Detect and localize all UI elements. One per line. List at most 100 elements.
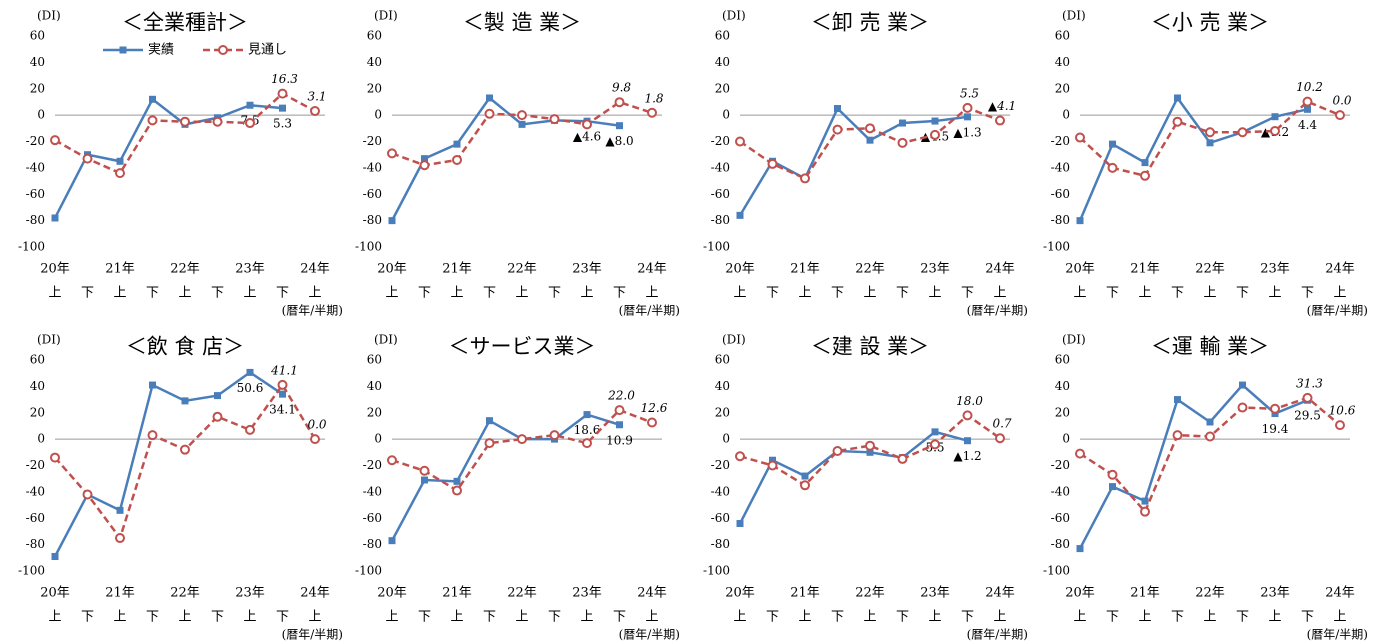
marker (995, 433, 1005, 444)
marker (147, 430, 158, 441)
y-tick-label: -60 (1051, 187, 1070, 201)
x-tick-label: 上 (1203, 286, 1216, 301)
marker (962, 102, 973, 113)
marker (518, 120, 526, 128)
series-line (739, 413, 1001, 487)
x-tick-label: 下 (613, 286, 626, 301)
marker (1206, 139, 1214, 147)
series-line (738, 430, 968, 525)
marker (453, 477, 461, 485)
x-tick-label: 上 (1203, 610, 1216, 625)
marker (866, 136, 874, 144)
y-tick-label: 60 (367, 29, 382, 43)
y-tick-label: -100 (703, 240, 730, 254)
x-year-label: 20年 (725, 262, 755, 277)
x-year-label: 23年 (235, 586, 265, 601)
x-tick-label: 下 (1171, 610, 1184, 625)
marker (549, 430, 560, 441)
x-tick-label: 上 (863, 610, 876, 625)
x-year-label: 24年 (1325, 262, 1355, 277)
series-line (53, 97, 283, 219)
data-label: 0.7 (992, 417, 1011, 431)
x-tick-label: 上 (385, 610, 398, 625)
x-year-label: 20年 (377, 262, 407, 277)
marker (930, 439, 940, 450)
marker (1107, 162, 1118, 173)
x-tick-label: 下 (766, 286, 779, 301)
marker (453, 140, 461, 148)
x-tick-label: 下 (1106, 286, 1119, 301)
y-tick-label: 20 (1055, 405, 1070, 419)
y-tick-label: -20 (363, 458, 382, 472)
x-tick-label: 上 (645, 610, 658, 625)
marker (181, 397, 189, 405)
marker (149, 381, 156, 389)
marker (582, 119, 592, 130)
data-label: ▲8.0 (605, 134, 633, 148)
y-axis-label: (DI) (722, 9, 746, 23)
marker (388, 537, 396, 545)
y-tick-label: 20 (30, 81, 45, 95)
marker (1270, 125, 1280, 136)
x-tick-label: 上 (580, 286, 593, 301)
marker (1140, 170, 1150, 181)
data-label: 31.3 (1296, 376, 1323, 390)
y-tick-label: 40 (1055, 379, 1070, 393)
data-label: 34.1 (269, 403, 296, 417)
x-tick-label: 上 (1138, 286, 1151, 301)
x-tick-label: 上 (1333, 610, 1346, 625)
y-tick-label: -80 (1051, 213, 1070, 227)
marker (767, 460, 778, 471)
x-tick-label: 上 (243, 610, 256, 625)
legend-label: 見通し (248, 43, 287, 58)
data-label: 16.3 (271, 72, 298, 86)
marker (277, 379, 288, 390)
x-tick-label: 下 (483, 610, 496, 625)
marker (931, 428, 939, 436)
y-tick-label: 40 (1055, 55, 1070, 69)
y-tick-label: 20 (30, 405, 45, 419)
chart-title: ＜製 造 業＞ (463, 11, 581, 35)
marker (115, 533, 125, 544)
chart-title: ＜建 設 業＞ (811, 335, 929, 359)
x-year-label: 22年 (1195, 586, 1225, 601)
marker (616, 421, 623, 429)
x-year-label: 21年 (1130, 262, 1160, 277)
y-tick-label: -60 (363, 511, 382, 525)
marker (180, 444, 190, 455)
marker (832, 124, 843, 135)
x-tick-label: 下 (613, 610, 626, 625)
x-tick-label: 下 (831, 286, 844, 301)
marker (865, 440, 875, 451)
data-label: 18.0 (956, 394, 983, 408)
x-tick-label: 下 (548, 610, 561, 625)
y-tick-label: -40 (711, 484, 730, 498)
x-tick-label: 下 (146, 286, 159, 301)
marker (517, 434, 527, 445)
marker (834, 105, 841, 113)
marker (614, 97, 625, 108)
data-label: 29.5 (1294, 409, 1321, 423)
marker (116, 506, 124, 514)
marker (279, 104, 286, 112)
marker (388, 217, 396, 225)
marker (647, 417, 657, 428)
data-label: 0.0 (1332, 94, 1351, 108)
x-tick-label: 上 (1268, 610, 1281, 625)
marker (149, 95, 156, 103)
y-tick-label: -40 (26, 484, 45, 498)
x-tick-label: 下 (766, 610, 779, 625)
x-tick-label: 上 (113, 286, 126, 301)
y-axis-label: (DI) (722, 333, 746, 347)
y-tick-label: 0 (37, 432, 45, 446)
y-tick-label: 20 (715, 81, 730, 95)
marker (387, 455, 397, 466)
y-tick-label: 40 (367, 379, 382, 393)
marker (116, 157, 124, 165)
x-tick-label: 上 (928, 286, 941, 301)
data-label: ▲1.3 (953, 125, 981, 139)
marker (50, 135, 60, 146)
marker (50, 452, 60, 463)
y-tick-label: -40 (711, 160, 730, 174)
